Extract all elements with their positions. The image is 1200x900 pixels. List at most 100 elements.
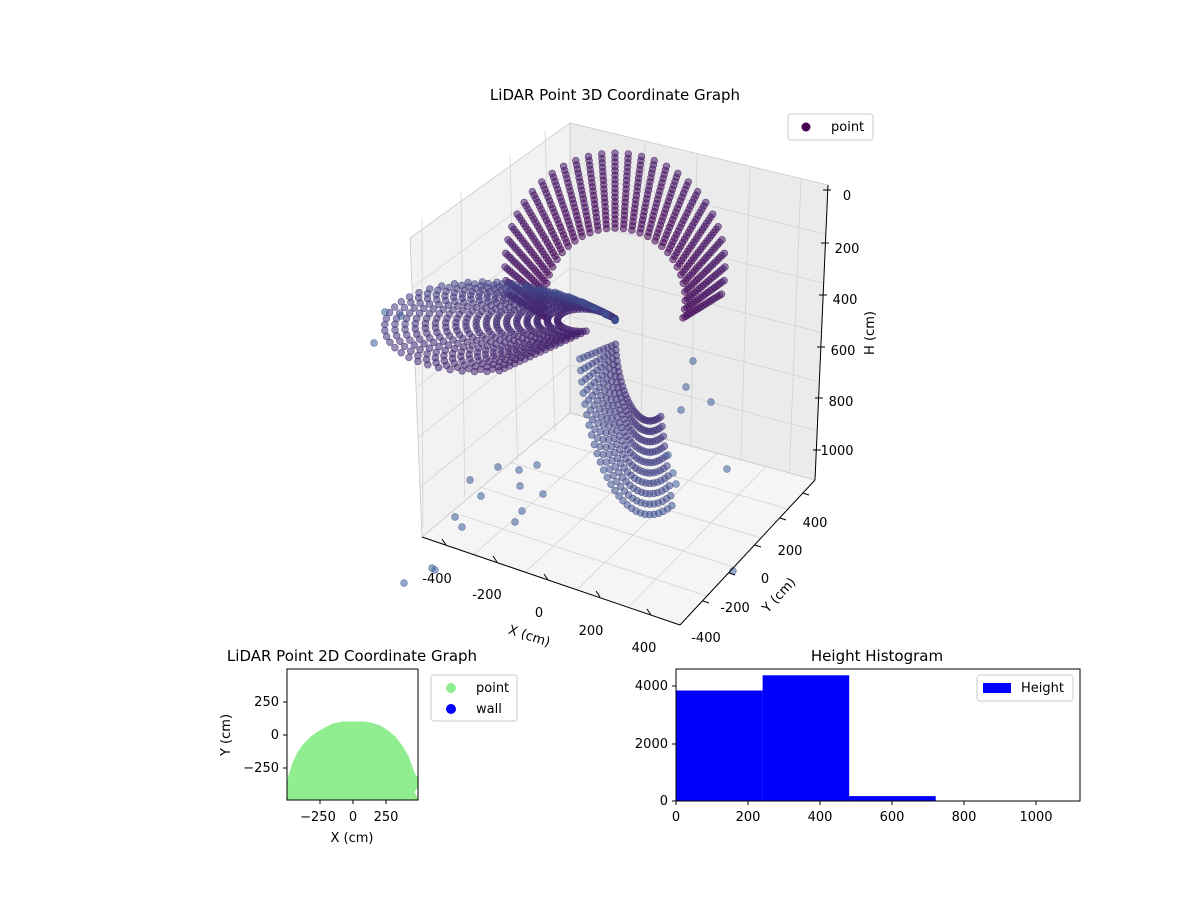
point-3d <box>516 482 524 490</box>
point-3d <box>702 198 710 207</box>
axes-3d <box>421 184 831 626</box>
point-3d <box>533 461 541 469</box>
grid-line <box>540 437 789 510</box>
point-3d <box>650 156 658 165</box>
x3d-tick-label: -200 <box>472 588 502 603</box>
legend-3d-marker <box>801 122 811 132</box>
point-3d <box>520 198 528 207</box>
point-3d <box>450 280 459 288</box>
point-3d <box>429 305 438 313</box>
x2d-tick-label: 0 <box>349 810 357 825</box>
point-3d <box>668 501 676 510</box>
point-3d <box>511 518 519 526</box>
point-3d <box>677 406 685 414</box>
point-3d <box>458 523 466 531</box>
point-3d <box>721 263 729 271</box>
legend-histogram-label: Height <box>1021 681 1064 696</box>
z3d-axis-label: H (cm) <box>863 311 878 355</box>
point-3d <box>663 462 671 470</box>
point-3d <box>599 466 608 474</box>
x3d-axis-label: X (cm) <box>506 623 552 651</box>
point-3d <box>613 477 621 486</box>
point-3d <box>601 310 609 318</box>
y3d-tick-label: -400 <box>691 631 721 646</box>
grid-line <box>576 452 718 591</box>
point-3d <box>684 178 692 186</box>
point-3d <box>420 304 428 313</box>
y3d-tick <box>802 492 810 496</box>
point-3d <box>415 288 423 297</box>
point-3d <box>391 344 399 352</box>
x2d-tick-label: −250 <box>300 810 336 825</box>
point-3d <box>559 162 568 171</box>
point-3d <box>611 463 620 471</box>
point-3d <box>551 288 559 296</box>
point-3d <box>397 312 405 320</box>
point-3d <box>416 346 424 354</box>
z3d-tick-label: 600 <box>831 344 856 359</box>
x3d-tick-label: -400 <box>422 572 452 587</box>
point-3d <box>370 339 378 347</box>
point-3d <box>637 152 646 161</box>
point-3d <box>397 349 405 357</box>
y3d-tick-label: -200 <box>720 601 750 616</box>
point-3d <box>528 187 537 196</box>
yh-tick-label: 4000 <box>635 679 668 694</box>
grid-line <box>481 487 735 568</box>
x3d-tick-label: 0 <box>535 606 543 621</box>
point-3d <box>415 309 424 317</box>
xh-tick-label: 600 <box>880 810 905 825</box>
grid-line <box>628 466 767 608</box>
point-3d <box>504 236 512 244</box>
point-3d <box>435 342 443 351</box>
grid-line <box>419 364 571 488</box>
point-3d <box>708 210 717 218</box>
point-3d <box>464 278 472 287</box>
point-3d <box>451 513 459 521</box>
x2d-tick-label: 250 <box>374 810 399 825</box>
point-3d <box>597 150 606 158</box>
point-3d <box>381 320 389 329</box>
point-3d <box>659 432 667 440</box>
point-3d <box>538 178 546 186</box>
y3d-axis-line <box>679 479 816 626</box>
point-3d <box>662 162 671 171</box>
point-3d <box>478 278 486 286</box>
point-3d <box>513 210 521 218</box>
point-3d <box>438 282 446 290</box>
legend-wall-marker <box>446 704 456 714</box>
histogram-bar <box>676 690 763 801</box>
point-3d <box>674 169 682 178</box>
legend-histogram-box <box>976 674 1074 702</box>
point-3d <box>689 357 697 365</box>
point-3d <box>588 416 597 424</box>
point-3d <box>664 451 672 459</box>
point-3d <box>611 316 619 325</box>
point-3d <box>609 471 617 480</box>
point-3d <box>714 223 722 231</box>
point-3d <box>400 342 409 351</box>
point-3d <box>576 366 585 375</box>
point-3d <box>723 465 731 473</box>
y3d-tick <box>728 572 736 576</box>
point-3d <box>672 480 680 488</box>
legend-wall-label: wall <box>476 702 502 717</box>
point-3d <box>624 150 632 158</box>
grid-line <box>421 218 424 528</box>
xh-tick-label: 200 <box>736 810 761 825</box>
histogram-title: Height Histogram <box>811 647 943 665</box>
point-3d <box>444 341 453 349</box>
point-3d <box>583 411 591 419</box>
point-3d <box>396 337 404 345</box>
point-3d <box>439 305 447 314</box>
point-3d <box>405 309 414 317</box>
x3d-tick <box>543 573 549 581</box>
point-3d <box>587 431 596 439</box>
point-3d <box>400 579 408 587</box>
point-3d <box>611 486 619 495</box>
point-3d <box>449 306 457 314</box>
point-3d <box>400 303 409 312</box>
point-3d <box>426 285 434 293</box>
chart-3d: LiDAR Point 3D Coordinate Graph -400 -20… <box>370 86 878 656</box>
